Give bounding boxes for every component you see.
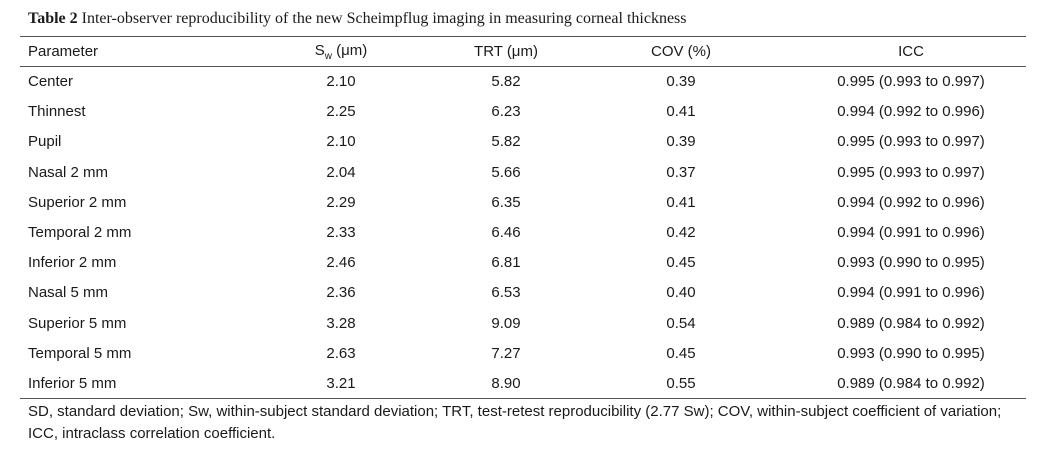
cell-cov: 0.55 [596,368,766,400]
cell-icc: 0.989 (0.984 to 0.992) [766,368,1026,400]
table-row: Pupil 2.10 5.82 0.39 0.995 (0.993 to 0.997) [20,127,1026,157]
cell-sw: 2.04 [326,163,356,181]
cell-icc: 0.994 (0.991 to 0.996) [837,284,985,302]
cell-parameter: Pupil [28,133,62,151]
cell-parameter: Nasal 2 mm [28,163,109,181]
table-row: Center 2.10 5.82 0.39 0.995 (0.993 to 0.997) [20,67,1026,97]
cell-sw: 2.46 [326,254,356,272]
cell-sw: 2.33 [326,224,356,242]
table-row: Nasal 5 mm 2.36 6.53 0.40 0.994 (0.991 to 0.… [20,278,1026,308]
cell-sw: 2.25 [326,103,356,121]
cell-sw: 2.63 [326,344,356,362]
cell-parameter: Inferior 2 mm [28,254,117,272]
table-row: Inferior 5 mm 3.21 8.90 0.55 0.989 (0.984 to… [20,368,1026,400]
cell-parameter: Superior 5 mm [28,314,127,332]
cell-sw: 2.29 [326,193,356,211]
cell-icc: 0.993 (0.990 to 0.995) [837,254,985,272]
table-footnote: SD, standard deviation; Sw, within-subje… [28,403,1002,442]
cell-sw: 2.10 [326,73,356,91]
cell-icc: 0.994 (0.992 to 0.996) [837,193,985,211]
sw-unit: (μm) [331,41,368,59]
cell-cov: 0.45 [666,254,696,272]
table-label: Table 2 [28,10,78,27]
cell-icc: 0.989 (0.984 to 0.992) [837,314,985,332]
header-row: Parameter Sw (μm) TRT (μm) COV (%) ICC [20,36,1026,67]
cell-trt: 5.66 [491,163,521,181]
col-header-sw: Sw (μm) [266,36,416,67]
cell-trt: 6.46 [491,224,521,242]
cell-cov: 0.42 [666,224,696,242]
table-title: Inter-observer reproducibility of the ne… [81,10,687,27]
table-row: Superior 2 mm 2.29 6.35 0.41 0.994 (0.992 to… [20,187,1026,217]
cell-sw: 3.28 [326,314,356,332]
table-row: Nasal 2 mm 2.04 5.66 0.37 0.995 (0.993 to 0.… [20,157,1026,187]
cell-trt: 6.53 [491,284,521,302]
cell-trt: 8.90 [416,368,596,400]
cell-icc: 0.993 (0.990 to 0.995) [837,344,985,362]
cell-parameter: Temporal 5 mm [28,344,132,362]
col-header-parameter: Parameter [20,36,266,67]
cell-sw: 2.10 [326,133,356,151]
table-row: Inferior 2 mm 2.46 6.81 0.45 0.993 (0.990 to… [20,248,1026,278]
cell-cov: 0.40 [666,284,696,302]
cell-cov: 0.41 [666,103,696,121]
sw-subscript: w [324,50,332,62]
cell-trt: 5.82 [491,133,521,151]
cell-icc: 0.994 (0.991 to 0.996) [837,224,985,242]
cell-icc: 0.995 (0.993 to 0.997) [837,133,985,151]
cell-cov: 0.39 [666,73,696,91]
table-row: Superior 5 mm 3.28 9.09 0.54 0.989 (0.984 to… [20,308,1026,338]
cell-trt: 6.35 [491,193,521,211]
table-row: Temporal 2 mm 2.33 6.46 0.42 0.994 (0.991 to… [20,217,1026,247]
table-row: Thinnest 2.25 6.23 0.41 0.994 (0.992 to 0.99… [20,97,1026,127]
cell-cov: 0.39 [666,133,696,151]
col-header-trt: TRT (μm) [416,36,596,67]
col-header-icc: ICC [766,36,1026,67]
cell-cov: 0.45 [666,344,696,362]
cell-icc: 0.994 (0.992 to 0.996) [837,103,985,121]
cell-cov: 0.37 [666,163,696,181]
cell-trt: 6.81 [491,254,521,272]
col-header-cov: COV (%) [596,36,766,67]
cell-parameter: Temporal 2 mm [28,224,132,242]
sw-symbol: S [314,41,325,59]
cell-cov: 0.41 [666,193,696,211]
table-caption: Table 2 Inter-observer reproducibility o… [28,10,687,28]
cell-sw: 2.36 [326,284,356,302]
cell-parameter: Superior 2 mm [28,193,127,211]
cell-icc: 0.995 (0.993 to 0.997) [837,73,985,91]
cell-parameter: Thinnest [28,103,86,121]
cell-trt: 9.09 [491,314,521,332]
cell-sw: 3.21 [266,368,416,400]
data-table: Parameter Sw (μm) TRT (μm) COV (%) ICC C… [20,36,1026,400]
cell-icc: 0.995 (0.993 to 0.997) [837,163,985,181]
cell-parameter: Inferior 5 mm [20,368,266,400]
cell-trt: 5.82 [491,73,521,91]
cell-parameter: Center [28,73,74,91]
cell-cov: 0.54 [666,314,696,332]
cell-trt: 7.27 [491,344,521,362]
cell-trt: 6.23 [491,103,521,121]
table-body: Center 2.10 5.82 0.39 0.995 (0.993 to 0.997)… [20,67,1026,400]
table-row: Temporal 5 mm 2.63 7.27 0.45 0.993 (0.990 to… [20,338,1026,368]
cell-parameter: Nasal 5 mm [28,284,109,302]
table-header: Parameter Sw (μm) TRT (μm) COV (%) ICC [20,36,1026,67]
